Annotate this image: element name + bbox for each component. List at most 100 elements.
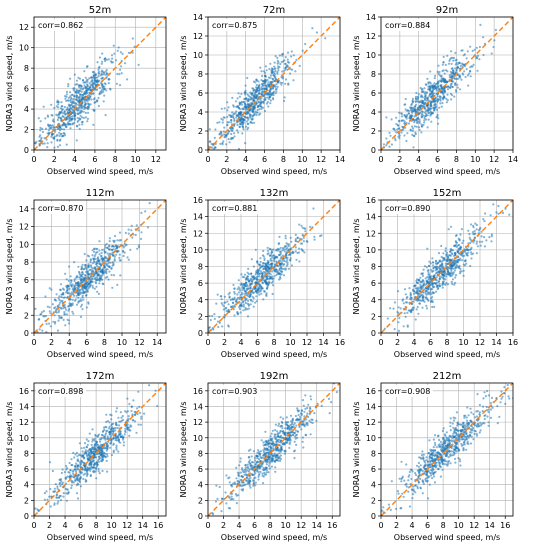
data-point xyxy=(92,470,94,472)
data-point xyxy=(91,440,93,442)
data-point xyxy=(262,250,264,252)
data-point xyxy=(120,65,122,67)
data-point xyxy=(476,224,478,226)
data-point xyxy=(128,259,130,261)
data-point xyxy=(459,62,461,64)
data-point xyxy=(438,80,440,82)
data-point xyxy=(300,225,302,227)
data-point xyxy=(442,61,444,63)
data-point xyxy=(404,312,406,314)
data-point xyxy=(462,240,464,242)
data-point xyxy=(76,89,78,91)
data-point xyxy=(123,255,125,257)
data-point xyxy=(251,104,253,106)
data-point xyxy=(272,284,274,286)
y-tick-label: 14 xyxy=(193,213,203,222)
data-point xyxy=(41,311,43,313)
data-point xyxy=(72,473,74,475)
data-point xyxy=(73,261,75,263)
data-point xyxy=(116,424,118,426)
data-point xyxy=(82,450,84,452)
data-point xyxy=(85,452,87,454)
data-point xyxy=(264,280,266,282)
data-point xyxy=(290,55,292,57)
data-point xyxy=(467,230,469,232)
y-tick-label: 8 xyxy=(24,64,29,73)
data-point xyxy=(301,242,303,244)
data-point xyxy=(243,304,245,306)
data-point xyxy=(470,223,472,225)
x-tick-label: 4 xyxy=(67,338,72,347)
data-point xyxy=(251,280,253,282)
data-point xyxy=(295,246,297,248)
data-point xyxy=(298,248,300,250)
data-point xyxy=(223,116,225,118)
data-point xyxy=(60,499,62,501)
data-point xyxy=(415,318,417,320)
data-point xyxy=(116,239,118,241)
data-point xyxy=(250,98,252,100)
data-point xyxy=(34,308,36,310)
data-point xyxy=(230,306,232,308)
data-point xyxy=(69,288,71,290)
data-point xyxy=(54,299,56,301)
data-point xyxy=(324,37,326,39)
data-point xyxy=(84,104,86,106)
data-point xyxy=(420,96,422,98)
data-point xyxy=(70,107,72,109)
data-point xyxy=(98,71,100,73)
data-point xyxy=(237,313,239,315)
data-point xyxy=(239,96,241,98)
data-point xyxy=(422,114,424,116)
data-point xyxy=(148,384,150,386)
data-point xyxy=(237,105,239,107)
data-point xyxy=(53,307,55,309)
data-point xyxy=(92,124,94,126)
data-point xyxy=(111,267,113,269)
data-point xyxy=(275,268,277,270)
data-point xyxy=(140,424,142,426)
data-point xyxy=(245,282,247,284)
data-point xyxy=(255,295,257,297)
data-point xyxy=(255,249,257,251)
data-point xyxy=(119,259,121,261)
data-point xyxy=(89,470,91,472)
data-point xyxy=(267,81,269,83)
corr-annotation: corr=0.884 xyxy=(385,21,430,30)
data-point xyxy=(245,290,247,292)
data-point xyxy=(272,78,274,80)
data-point xyxy=(277,86,279,88)
data-point xyxy=(238,126,240,128)
data-point xyxy=(450,226,452,228)
data-point xyxy=(66,278,68,280)
data-point xyxy=(79,78,81,80)
data-point xyxy=(426,100,428,102)
data-point xyxy=(64,133,66,135)
data-point xyxy=(57,128,59,130)
y-tick-label: 10 xyxy=(193,246,203,255)
data-point xyxy=(108,266,110,268)
y-tick-label: 2 xyxy=(198,127,203,136)
data-point xyxy=(231,130,233,132)
data-point xyxy=(214,137,216,139)
data-point xyxy=(113,437,115,439)
data-point xyxy=(108,58,110,60)
data-point xyxy=(292,79,294,81)
data-point xyxy=(240,112,242,114)
data-point xyxy=(229,114,231,116)
data-point xyxy=(57,103,59,105)
data-point xyxy=(57,501,59,503)
data-point xyxy=(448,60,450,62)
data-point xyxy=(57,117,59,119)
data-point xyxy=(118,433,120,435)
data-point xyxy=(450,255,452,257)
data-point xyxy=(68,280,70,282)
data-point xyxy=(72,299,74,301)
data-point xyxy=(253,275,255,277)
data-point xyxy=(402,119,404,121)
data-point xyxy=(92,86,94,88)
y-tick-label: 16 xyxy=(19,387,29,396)
data-point xyxy=(398,120,400,122)
data-point xyxy=(261,273,263,275)
data-point xyxy=(425,115,427,117)
